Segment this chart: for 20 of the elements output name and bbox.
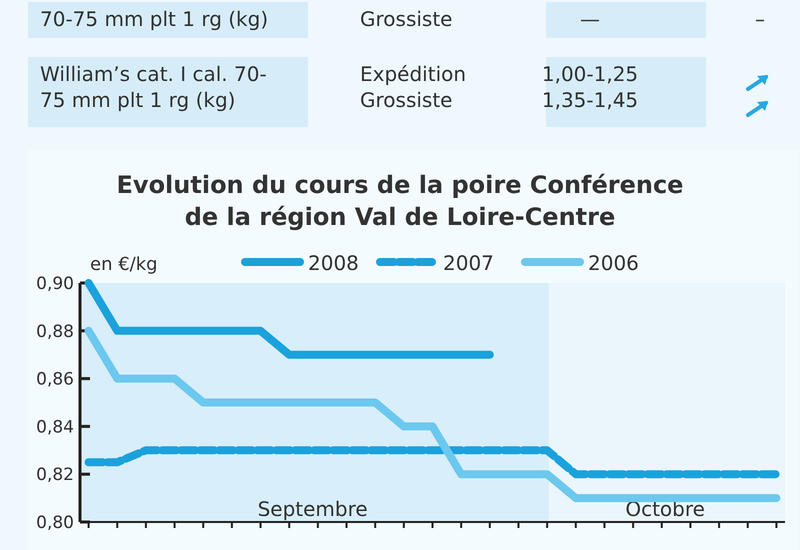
- text: William’s cat. I cal. 70- 75 mm plt 1 rg (kg): [40, 62, 267, 112]
- y-tick-label: 0,84: [36, 417, 74, 438]
- text: 1,00-1,25 1,35-1,45: [542, 62, 638, 112]
- annotation: Septembre: [258, 497, 368, 521]
- y-tick-label: 0,82: [36, 465, 74, 486]
- text: 70-75 mm plt 1 rg (kg): [40, 7, 268, 31]
- text: Expédition Grossiste: [360, 62, 466, 112]
- text: –: [755, 7, 765, 31]
- y-tick-label: 0,80: [36, 513, 74, 533]
- text: —: [580, 7, 600, 31]
- legend-label: 2008: [308, 251, 359, 275]
- y-tick-label: 0,90: [36, 274, 74, 294]
- y-tick-label: 0,88: [36, 322, 74, 342]
- annotation: Octobre: [625, 497, 705, 521]
- y-axis-title: en €/kg: [90, 254, 158, 275]
- y-tick-label: 0,86: [36, 370, 74, 390]
- text: Grossiste: [360, 7, 452, 31]
- legend-label: 2007: [443, 251, 494, 275]
- legend-label: 2006: [588, 251, 639, 275]
- chart-title: Evolution du cours de la poire Conférence de la région Val de Loire-Centre: [116, 171, 684, 231]
